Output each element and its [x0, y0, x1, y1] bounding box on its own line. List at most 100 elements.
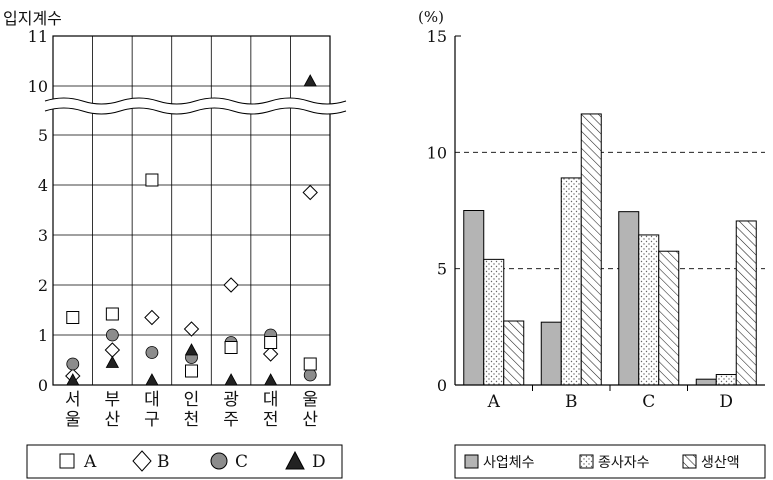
category-syllable-bottom: 산 [105, 410, 121, 430]
bar-hatch [658, 250, 680, 386]
marker-d [184, 343, 199, 356]
right-chart-axes [454, 35, 765, 391]
marker-a [105, 307, 119, 321]
legend-dots-swatch-icon [579, 454, 594, 469]
left-chart-grid [52, 35, 331, 386]
axis-break-band [45, 98, 346, 114]
legend-label-establishments: 사업체수 [483, 455, 535, 471]
legend-label-a: A [83, 452, 97, 472]
marker-d [105, 355, 120, 368]
left-x-category-label: 인천 [184, 390, 200, 430]
category-syllable-top: 서 [65, 390, 81, 410]
axis-break-line [44, 97, 347, 105]
legend-triangle-icon [285, 450, 305, 470]
legend-label-output: 생산액 [701, 455, 740, 471]
marker-a [66, 311, 80, 324]
legend-label-d: D [312, 452, 326, 472]
marker-c [303, 368, 317, 382]
left-y-tick-label: 11 [28, 27, 48, 46]
bar-gray [540, 321, 562, 386]
right-y-tick-label: 5 [437, 260, 447, 279]
marker-a [264, 336, 278, 349]
right-y-tick-label: 15 [427, 27, 447, 46]
right-chart-y-ticks: 0 5 10 15 [427, 27, 447, 395]
left-y-tick-label: 0 [38, 376, 48, 395]
marker-c [145, 346, 159, 359]
bar-dots [638, 234, 660, 386]
legend-label-c: C [235, 452, 248, 472]
left-y-tick-label: 3 [38, 226, 48, 245]
left-chart-y-ticks: 0 1 2 3 4 5 10 11 [28, 27, 48, 395]
left-x-category-label: 서울 [65, 390, 81, 430]
legend-circle-icon [210, 452, 228, 470]
category-syllable-bottom: 산 [302, 410, 318, 430]
series-d-markers [66, 74, 317, 386]
legend-label-employees: 종사자수 [598, 455, 650, 471]
category-syllable-bottom: 전 [263, 410, 279, 430]
legend-gray-swatch-icon [464, 454, 479, 469]
category-syllable-top: 광 [223, 390, 239, 410]
category-syllable-bottom: 천 [184, 410, 200, 430]
left-x-category-label: 광주 [223, 390, 239, 430]
bar-gray [463, 210, 485, 386]
marker-b [302, 184, 318, 201]
bar-group-c [618, 211, 680, 386]
legend-square-icon [59, 453, 75, 469]
marker-d [145, 373, 159, 386]
left-legend: A B C D [26, 444, 343, 479]
marker-b [262, 346, 279, 362]
right-chart-bars [463, 113, 757, 386]
category-syllable-top: 대 [144, 390, 160, 410]
marker-b [223, 277, 239, 293]
bar-dots [715, 374, 737, 386]
right-x-category-label: B [565, 392, 578, 412]
category-syllable-top: 대 [263, 390, 279, 410]
left-y-tick-label: 2 [38, 276, 48, 295]
legend-label-b: B [157, 452, 170, 472]
bar-gray [695, 378, 717, 386]
right-chart-x-ticks: A B C D [487, 392, 733, 412]
marker-c [105, 328, 119, 342]
marker-d [66, 373, 80, 386]
right-legend-box [454, 444, 766, 479]
marker-a [185, 364, 198, 378]
category-syllable-bottom: 구 [144, 410, 160, 430]
marker-c [66, 357, 80, 371]
right-x-category-label: A [487, 392, 501, 412]
bar-dots [560, 177, 582, 386]
marker-b [104, 342, 121, 358]
marker-a [145, 173, 159, 187]
legend-diamond-icon [132, 450, 152, 472]
share-bar-chart: (%) 0 5 10 15 A B C D 사업체수 종사자수 생산액 [418, 8, 766, 479]
marker-a [224, 341, 238, 354]
left-chart-markers [65, 74, 318, 386]
category-syllable-top: 인 [184, 390, 200, 410]
series-a-markers [66, 173, 317, 378]
bar-hatch [735, 220, 757, 386]
left-y-tick-label: 4 [38, 176, 48, 195]
legend-hatch-swatch-icon [682, 454, 697, 469]
right-x-category-label: D [719, 392, 733, 412]
category-syllable-top: 부 [105, 390, 121, 410]
right-chart-gridlines [455, 151, 765, 270]
category-syllable-bottom: 울 [65, 410, 81, 430]
marker-a [303, 357, 317, 371]
left-x-category-label: 울산 [302, 390, 318, 430]
bar-gray [618, 211, 640, 386]
left-x-category-label: 대구 [144, 390, 160, 430]
left-y-tick-label: 5 [38, 126, 48, 145]
bar-group-d [695, 220, 757, 386]
left-x-category-label: 대전 [263, 390, 279, 430]
right-x-category-label: C [642, 392, 655, 412]
left-y-tick-label: 10 [28, 77, 48, 96]
left-plot-frame [52, 35, 331, 386]
marker-d [303, 74, 317, 87]
bar-group-b [540, 113, 602, 386]
category-syllable-top: 울 [302, 390, 318, 410]
marker-d [224, 373, 238, 386]
axis-break-marker [44, 97, 347, 115]
right-chart-unit: (%) [418, 8, 444, 26]
category-syllable-bottom: 주 [223, 410, 239, 430]
